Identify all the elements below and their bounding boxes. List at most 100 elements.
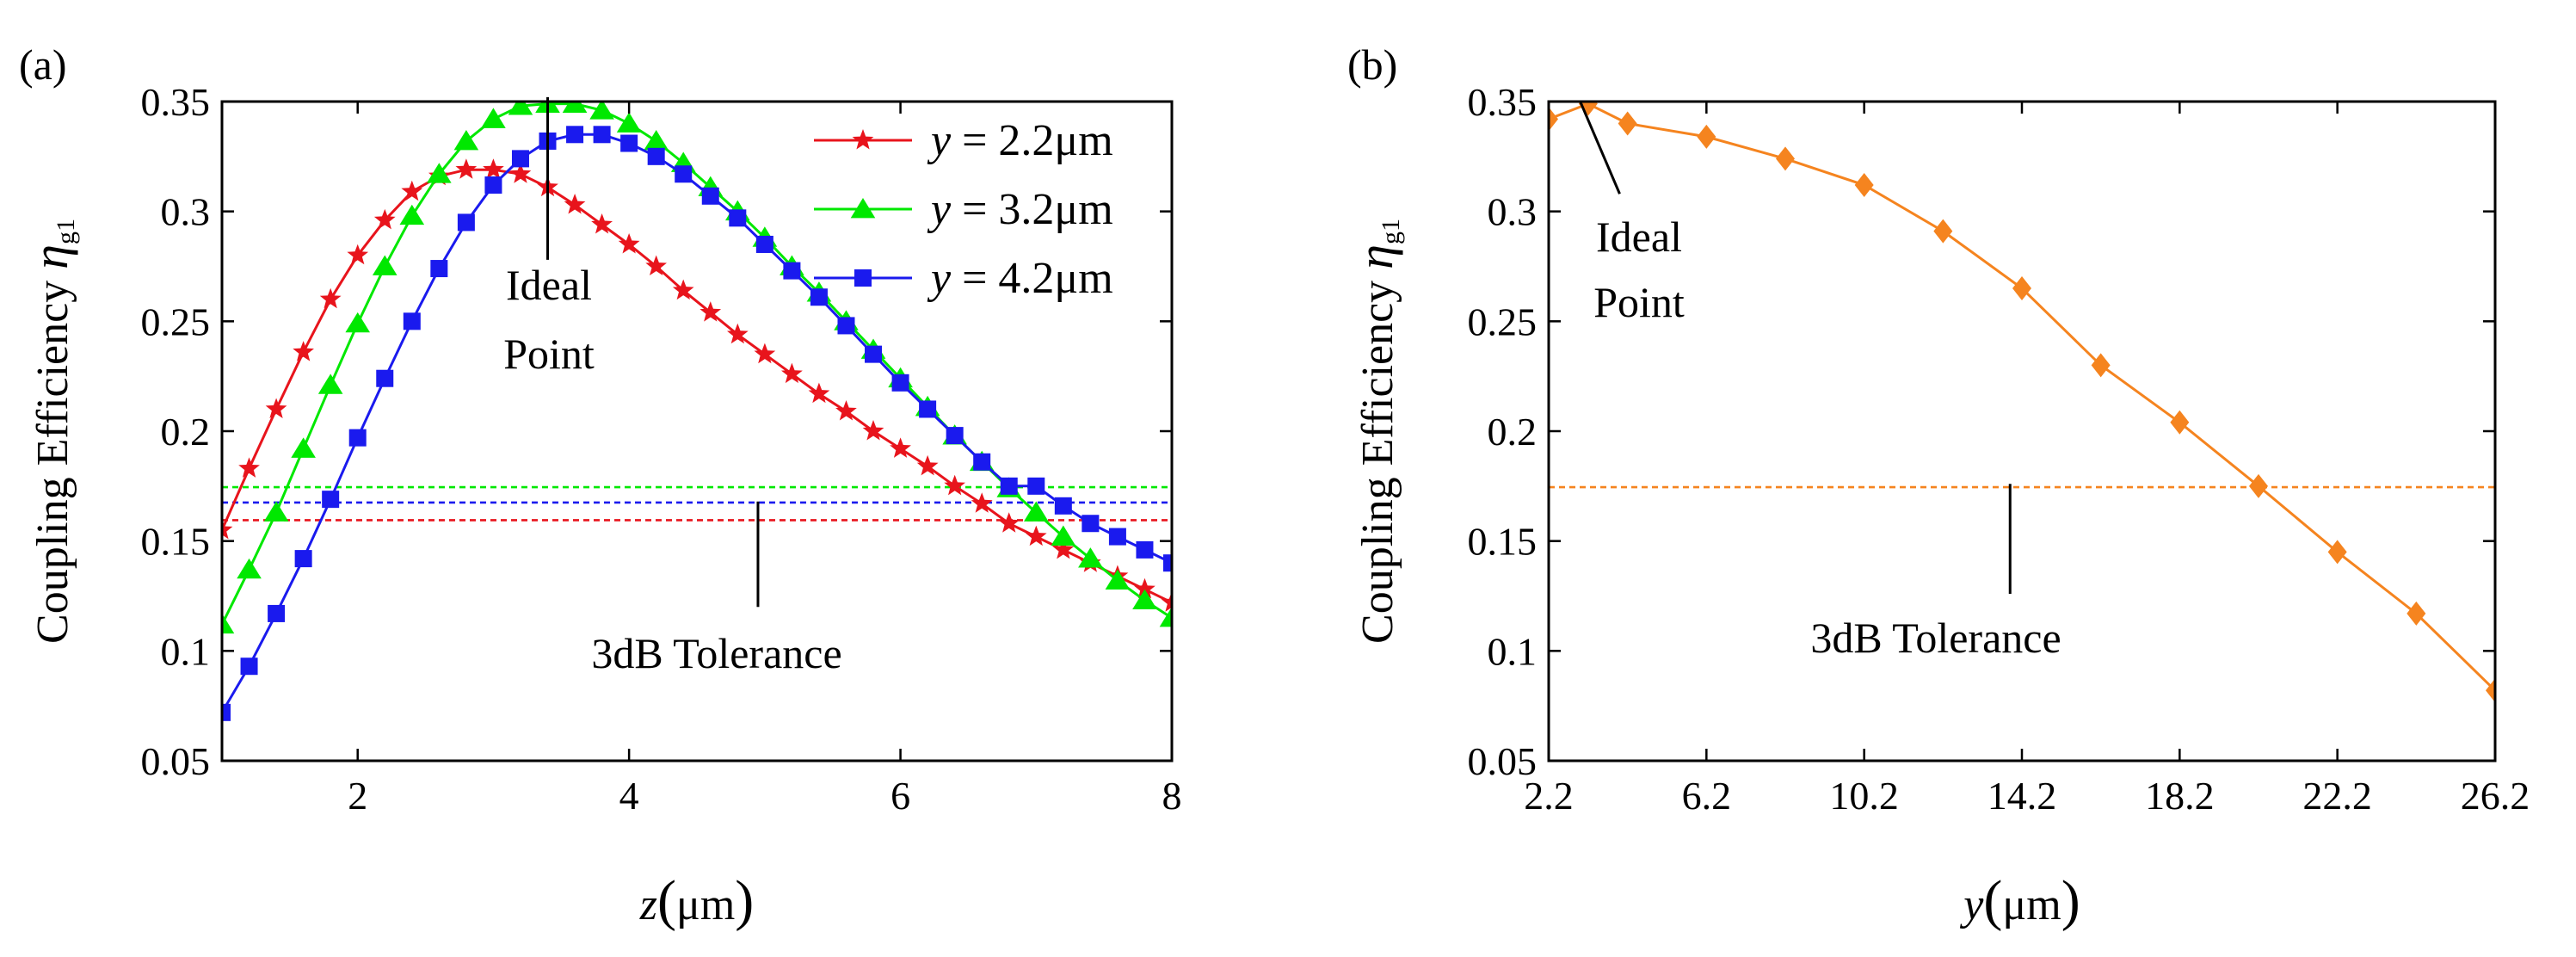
x-axis-title: y(μm) <box>1959 869 2080 932</box>
data-point <box>430 260 448 278</box>
data-point <box>2249 473 2268 498</box>
data-point <box>754 343 776 364</box>
data-point <box>1023 501 1049 522</box>
x-tick-label: 10.2 <box>1829 774 1899 818</box>
x-axis-var: z <box>639 880 657 929</box>
annotation-text: Ideal <box>1596 213 1682 261</box>
data-point <box>240 658 258 676</box>
y-tick-label: 0.2 <box>1488 410 1538 454</box>
legend-entry: y = 2.2μm <box>927 116 1113 165</box>
data-point <box>973 453 991 471</box>
data-point <box>891 374 909 392</box>
data-point <box>2327 540 2347 565</box>
series-line-1 <box>222 102 1172 626</box>
data-point <box>1776 146 1795 171</box>
data-point <box>1108 528 1126 546</box>
data-point <box>699 301 722 322</box>
y-tick-label: 0.3 <box>161 190 211 234</box>
data-point <box>263 501 289 522</box>
data-point <box>593 126 611 144</box>
legend-value: = 2.2μm <box>951 116 1113 165</box>
data-point <box>1105 569 1131 590</box>
data-point <box>399 204 425 225</box>
data-point <box>347 244 369 265</box>
data-point <box>865 345 883 363</box>
data-point <box>509 163 532 183</box>
data-point <box>1163 554 1172 572</box>
data-point <box>2407 601 2426 626</box>
data-point <box>675 165 693 183</box>
data-point <box>919 400 937 418</box>
y-axis-subscript: g1 <box>1377 219 1405 244</box>
series-1 <box>222 102 1172 634</box>
data-point <box>1618 111 1637 136</box>
series-line-0 <box>222 168 1172 604</box>
data-point <box>808 382 830 404</box>
data-point <box>1549 107 1558 132</box>
legend-value: = 4.2μm <box>951 254 1113 303</box>
y-tick-label: 0.25 <box>141 299 211 343</box>
x-tick-label: 2 <box>348 774 367 818</box>
data-point <box>729 209 747 227</box>
x-tick-label: 22.2 <box>2302 774 2372 818</box>
data-point <box>781 362 803 384</box>
y-tick-label: 0.15 <box>141 520 211 564</box>
legend-var: y <box>927 254 952 303</box>
x-tick-label: 6.2 <box>1682 774 1732 818</box>
data-point <box>1933 219 1953 244</box>
data-point <box>1578 102 1598 116</box>
data-point <box>268 604 286 622</box>
data-point <box>835 400 857 421</box>
data-point <box>1027 477 1045 495</box>
data-point <box>1082 515 1100 533</box>
data-point <box>1134 577 1156 599</box>
data-point <box>672 279 694 300</box>
x-axis-unit: μm <box>676 880 735 929</box>
data-point <box>647 147 665 165</box>
data-point <box>589 102 614 120</box>
legend-marker <box>852 129 874 150</box>
data-point <box>427 163 452 183</box>
data-point <box>348 429 367 447</box>
data-point <box>1054 497 1072 515</box>
y-tick-label: 0.3 <box>1488 190 1538 234</box>
data-point <box>376 369 394 387</box>
data-point <box>508 102 533 115</box>
annotation-text: 3dB Tolerance <box>591 629 841 677</box>
y-axis-title: Coupling Efficiency ηg1 <box>22 219 80 644</box>
data-point <box>1697 124 1716 149</box>
annotation-pointer <box>1579 101 1621 194</box>
y-axis-symbol: η <box>22 244 78 269</box>
x-tick-label: 4 <box>619 774 639 818</box>
y-axis-subscript: g1 <box>52 219 80 244</box>
legend-value: = 3.2μm <box>951 185 1113 234</box>
data-point <box>971 492 993 513</box>
legend-marker <box>854 269 872 287</box>
data-point <box>265 398 287 418</box>
data-point <box>483 158 504 179</box>
data-point <box>2012 276 2031 301</box>
data-point <box>616 112 642 133</box>
data-point <box>1854 173 1874 198</box>
legend-entry: y = 3.2μm <box>927 185 1113 234</box>
data-point <box>1161 591 1172 612</box>
data-point <box>564 194 586 214</box>
x-axis-title: z(μm) <box>639 869 755 932</box>
panel-label: (a) <box>19 40 67 89</box>
data-point <box>591 213 613 234</box>
data-point <box>511 150 529 168</box>
data-point <box>322 491 340 509</box>
legend-entry: y = 4.2μm <box>927 254 1113 303</box>
panel-label: (b) <box>1347 40 1397 89</box>
data-point <box>755 235 773 253</box>
data-point <box>645 255 667 275</box>
y-axis-text: Coupling Efficiency <box>28 269 77 644</box>
data-point <box>727 323 749 344</box>
series-0 <box>1549 102 2495 703</box>
data-point <box>317 374 343 394</box>
x-axis-unit: μm <box>2002 880 2061 929</box>
y-tick-label: 0.35 <box>1468 80 1538 124</box>
data-point <box>916 454 939 476</box>
series-2 <box>222 126 1172 721</box>
